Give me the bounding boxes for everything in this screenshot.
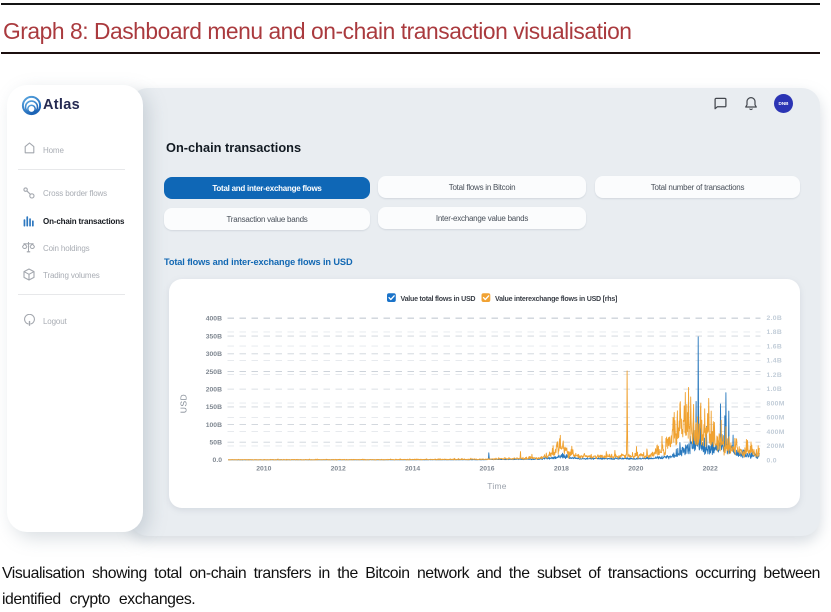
svg-text:1.2B: 1.2B bbox=[767, 372, 783, 379]
svg-text:1.6B: 1.6B bbox=[767, 343, 783, 350]
svg-text:150B: 150B bbox=[206, 404, 222, 411]
svg-text:1.8B: 1.8B bbox=[767, 329, 783, 336]
svg-text:50B: 50B bbox=[210, 440, 223, 447]
svg-text:2010: 2010 bbox=[256, 466, 271, 473]
svg-text:800M: 800M bbox=[767, 400, 785, 407]
svg-text:USD: USD bbox=[179, 394, 189, 413]
svg-text:350B: 350B bbox=[206, 333, 222, 340]
svg-text:0.0: 0.0 bbox=[767, 457, 777, 464]
svg-text:200M: 200M bbox=[767, 443, 785, 450]
svg-text:Time: Time bbox=[487, 481, 507, 491]
svg-text:250B: 250B bbox=[206, 369, 222, 376]
svg-text:300B: 300B bbox=[206, 351, 222, 358]
svg-text:2016: 2016 bbox=[479, 466, 494, 473]
svg-text:Value total flows in USD: Value total flows in USD bbox=[401, 295, 476, 303]
svg-text:2.0B: 2.0B bbox=[767, 315, 783, 322]
svg-text:Value interexchange flows in U: Value interexchange flows in USD [rhs] bbox=[495, 295, 617, 303]
svg-text:600M: 600M bbox=[767, 415, 785, 422]
svg-text:2020: 2020 bbox=[628, 466, 643, 473]
svg-text:1.0B: 1.0B bbox=[767, 386, 783, 393]
svg-text:100B: 100B bbox=[206, 422, 222, 429]
svg-text:2018: 2018 bbox=[554, 466, 569, 473]
svg-text:1.4B: 1.4B bbox=[767, 358, 783, 365]
svg-text:2022: 2022 bbox=[703, 466, 718, 473]
svg-text:0.0: 0.0 bbox=[213, 457, 223, 464]
svg-text:2012: 2012 bbox=[331, 466, 346, 473]
svg-text:400B: 400B bbox=[206, 316, 222, 323]
svg-text:200B: 200B bbox=[206, 387, 222, 394]
svg-text:2014: 2014 bbox=[405, 466, 420, 473]
svg-text:400M: 400M bbox=[767, 429, 785, 436]
